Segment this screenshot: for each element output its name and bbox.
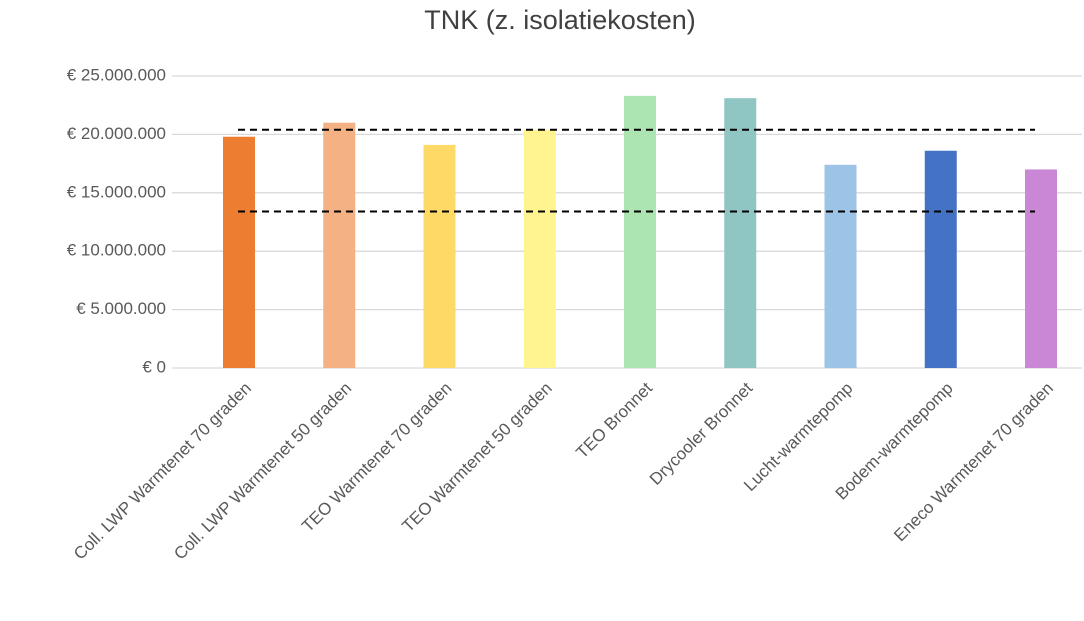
y-tick-label: € 0 — [142, 357, 166, 376]
y-tick-label: € 25.000.000 — [67, 65, 166, 84]
y-tick-label: € 15.000.000 — [67, 182, 166, 201]
bar — [724, 98, 757, 368]
bar — [423, 144, 456, 368]
x-tick-label: Coll. LWP Warmtenet 50 graden — [170, 379, 355, 564]
bar — [223, 136, 255, 368]
bar — [824, 164, 857, 368]
bar — [1025, 169, 1057, 368]
y-tick-label: € 20.000.000 — [67, 124, 166, 143]
y-tick-label: € 5.000.000 — [76, 299, 166, 318]
x-tick-label: Coll. LWP Warmtenet 70 graden — [70, 379, 255, 564]
x-tick-label: Drycooler Bronnet — [646, 378, 757, 489]
bar — [624, 95, 656, 368]
bar — [323, 122, 356, 368]
bar — [523, 129, 556, 368]
x-tick-label: Lucht-warmtepomp — [740, 379, 856, 495]
x-tick-label: TEO Bronnet — [572, 378, 656, 462]
chart-title: TNK (z. isolatiekosten) — [424, 5, 696, 35]
bar — [924, 150, 957, 368]
x-tick-label: Eneco Warmtenet 70 graden — [890, 379, 1057, 546]
y-tick-label: € 10.000.000 — [67, 241, 166, 260]
